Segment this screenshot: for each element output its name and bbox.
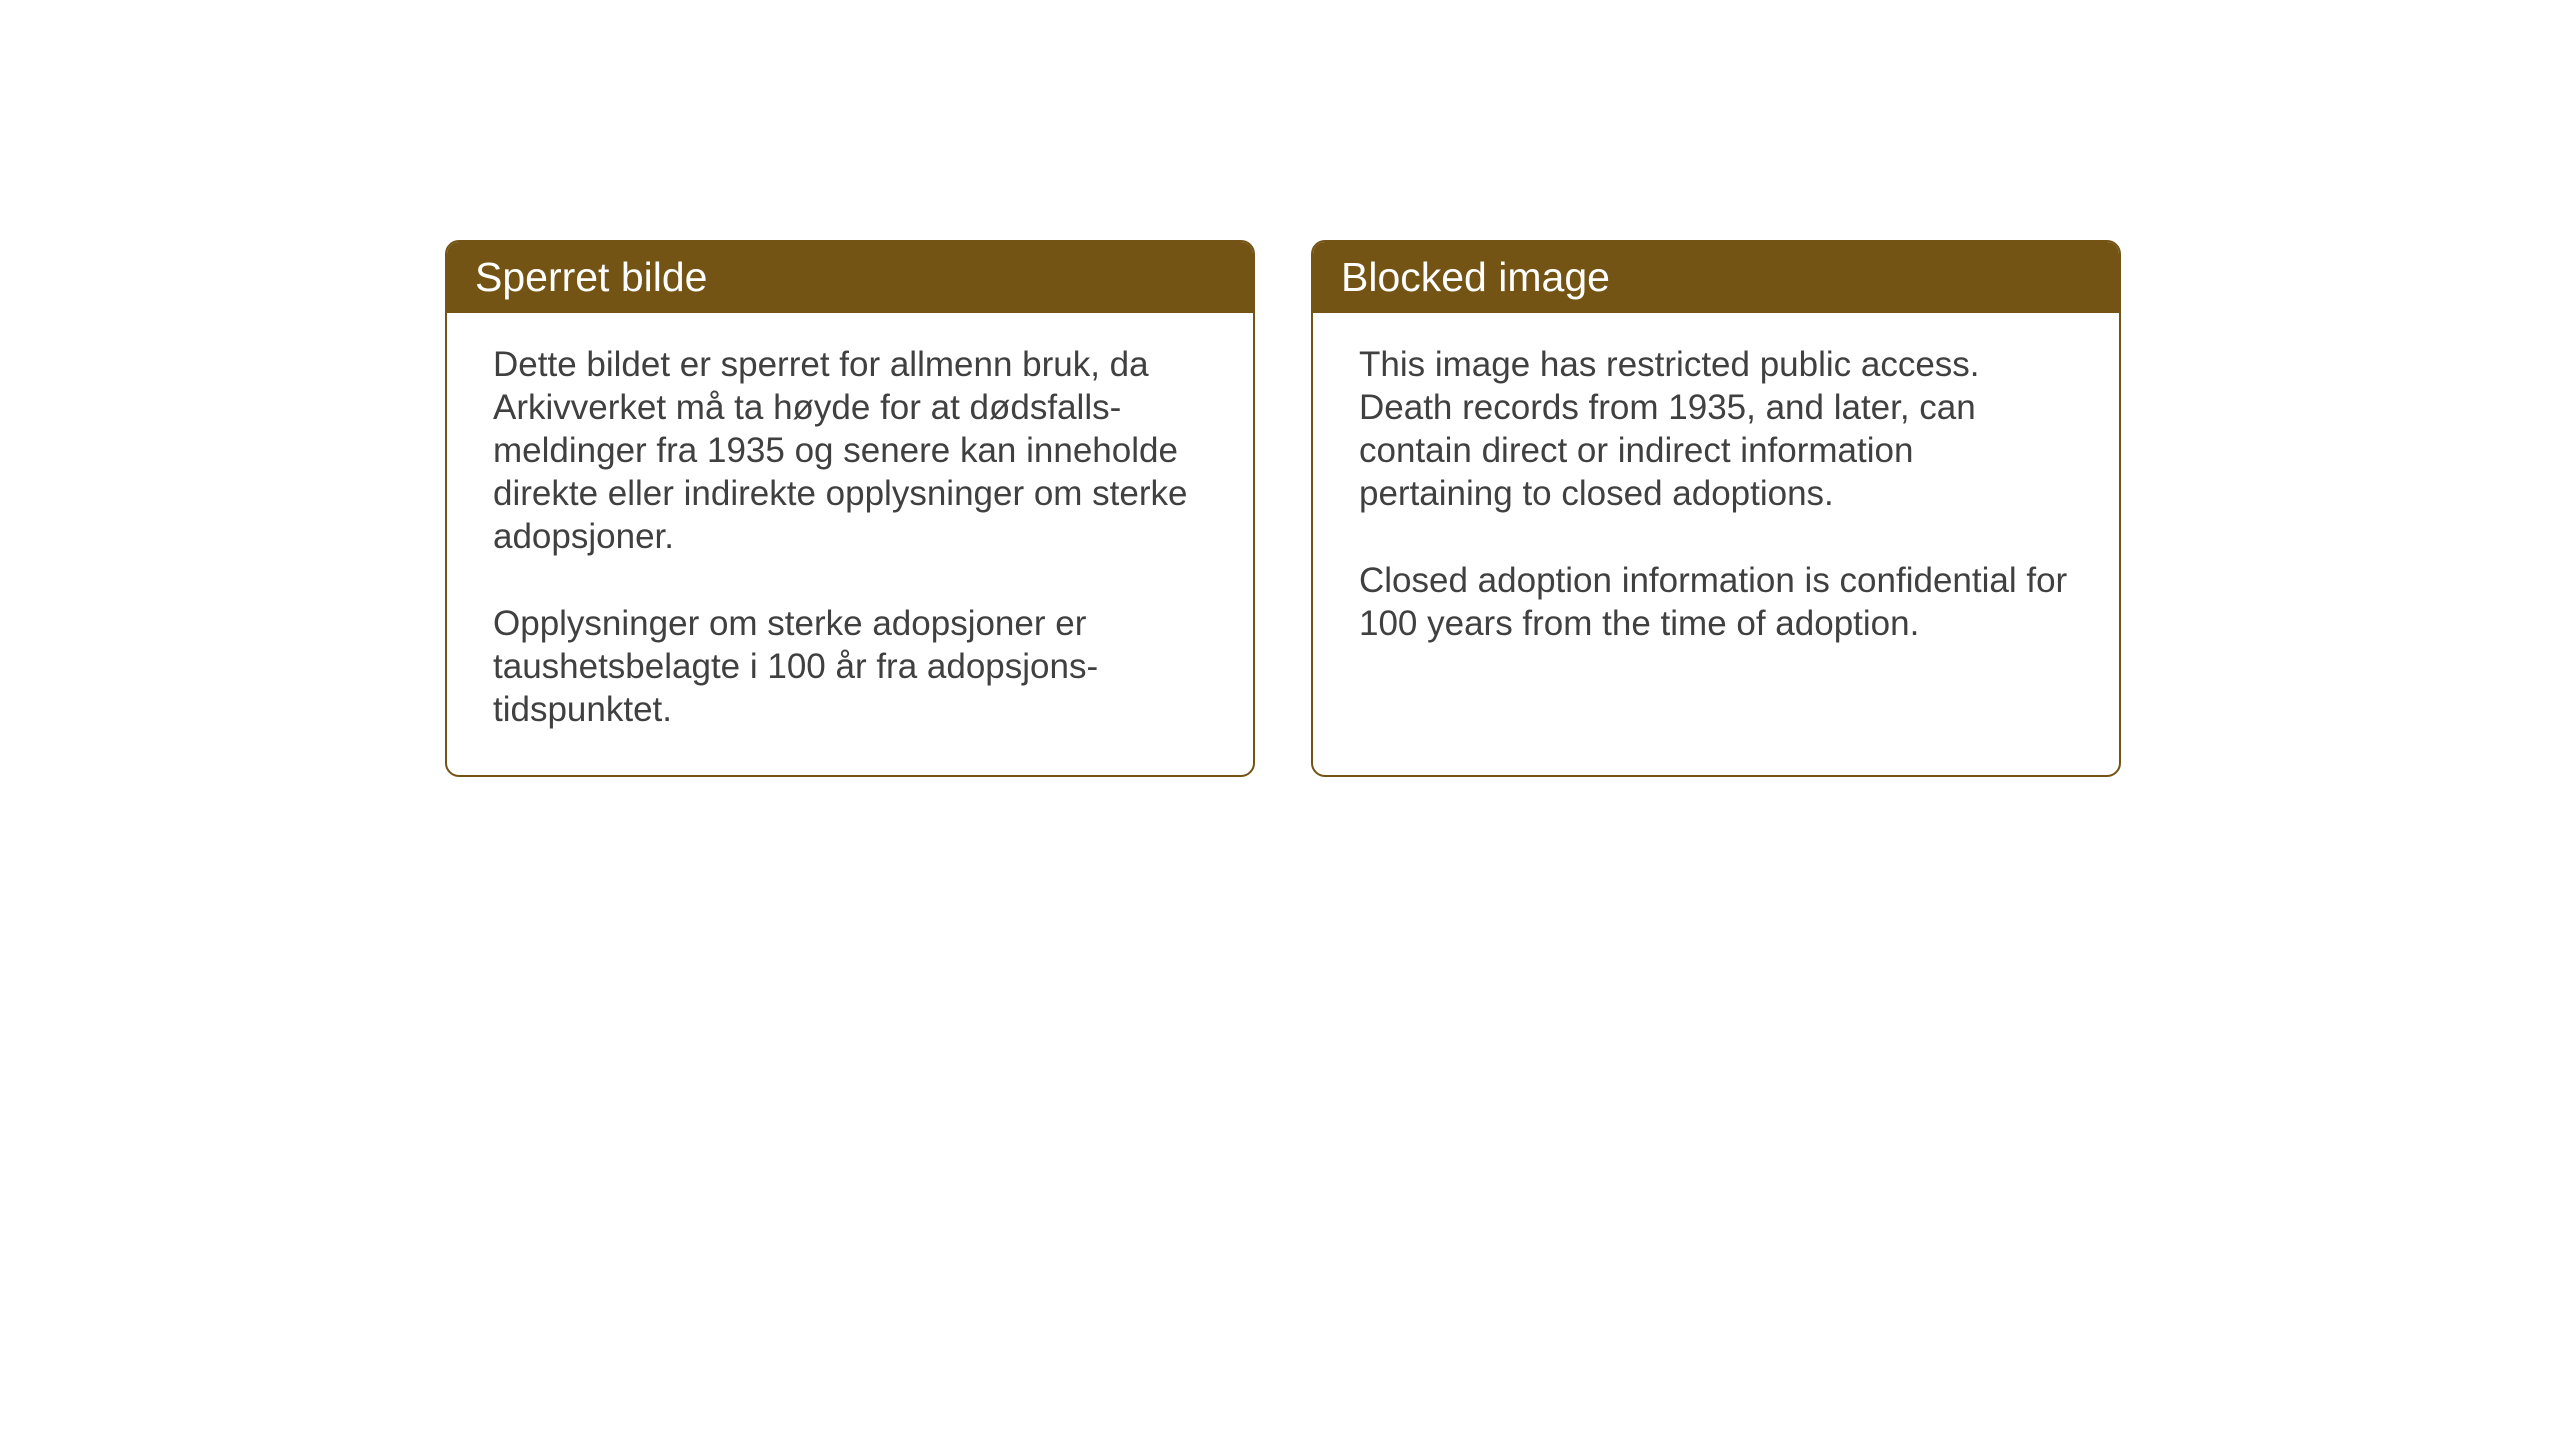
- card-english-header: Blocked image: [1313, 242, 2119, 313]
- card-norwegian-title: Sperret bilde: [475, 254, 707, 300]
- card-norwegian-body: Dette bildet er sperret for allmenn bruk…: [447, 313, 1253, 775]
- card-english-body: This image has restricted public access.…: [1313, 313, 2119, 689]
- card-norwegian: Sperret bilde Dette bildet er sperret fo…: [445, 240, 1255, 777]
- card-english: Blocked image This image has restricted …: [1311, 240, 2121, 777]
- card-norwegian-header: Sperret bilde: [447, 242, 1253, 313]
- card-norwegian-paragraph-2: Opplysninger om sterke adopsjoner er tau…: [493, 602, 1207, 731]
- card-english-title: Blocked image: [1341, 254, 1610, 300]
- card-english-paragraph-1: This image has restricted public access.…: [1359, 343, 2073, 515]
- card-norwegian-paragraph-1: Dette bildet er sperret for allmenn bruk…: [493, 343, 1207, 558]
- cards-container: Sperret bilde Dette bildet er sperret fo…: [445, 240, 2121, 777]
- card-english-paragraph-2: Closed adoption information is confident…: [1359, 559, 2073, 645]
